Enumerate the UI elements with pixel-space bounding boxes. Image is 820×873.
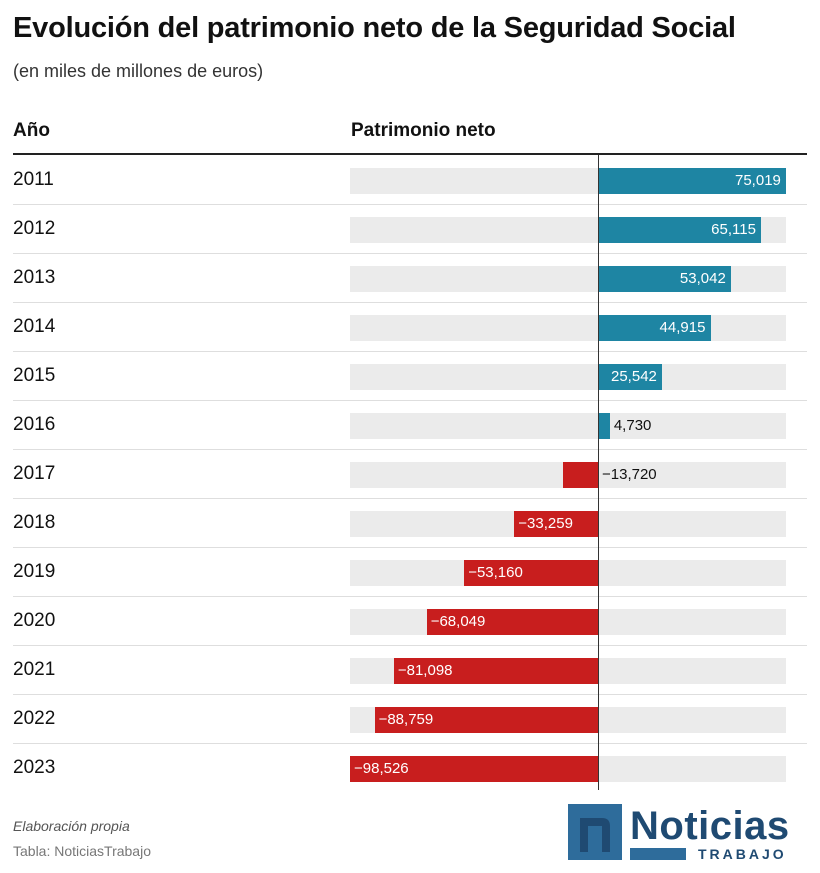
chart-row: 2015 25,542: [0, 352, 820, 401]
chart-row: 2016 4,730: [0, 401, 820, 450]
bar-track: [350, 315, 786, 341]
header-divider: [13, 153, 807, 155]
column-header-year: Año: [13, 120, 50, 141]
bar: [598, 413, 610, 439]
logo-stripe: [630, 848, 686, 860]
year-label: 2019: [13, 561, 56, 582]
table-credit: Tabla: NoticiasTrabajo: [13, 843, 151, 859]
logo-n-icon: [568, 804, 622, 860]
value-label: 25,542: [611, 368, 657, 385]
bar: [514, 511, 598, 537]
row-divider: [13, 449, 807, 450]
chart-row: 2014 44,915: [0, 303, 820, 352]
year-label: 2015: [13, 365, 56, 386]
value-label: 75,019: [735, 172, 781, 189]
year-label: 2012: [13, 218, 56, 239]
chart-row: 2017 −13,720: [0, 450, 820, 499]
row-divider: [13, 694, 807, 695]
chart-row: 2011 75,019: [0, 156, 820, 205]
bar: [464, 560, 598, 586]
logo-wordmark: Noticias: [630, 804, 790, 848]
row-divider: [13, 253, 807, 254]
chart-row: 2018 −33,259: [0, 499, 820, 548]
value-label: −81,098: [397, 662, 453, 679]
bar: [598, 315, 711, 341]
bar: [598, 217, 762, 243]
chart-subtitle: (en miles de millones de euros): [13, 61, 264, 81]
value-label: 44,915: [659, 319, 706, 336]
bar: [598, 364, 662, 390]
value-label: 65,115: [711, 221, 756, 238]
row-divider: [13, 302, 807, 303]
source-note: Elaboración propia: [13, 818, 130, 834]
year-label: 2023: [13, 757, 56, 778]
value-label: −98,526: [354, 760, 409, 777]
value-label: 4,730: [613, 417, 652, 434]
row-divider: [13, 351, 807, 352]
bar: [393, 658, 598, 684]
chart-title: Evolución del patrimonio neto de la Segu…: [13, 12, 736, 44]
year-label: 2022: [13, 708, 56, 729]
year-label: 2018: [13, 512, 56, 533]
row-divider: [13, 547, 807, 548]
year-label: 2013: [13, 267, 56, 288]
row-divider: [13, 596, 807, 597]
chart-row: 2022 −88,759: [0, 695, 820, 744]
bar: [426, 609, 598, 635]
year-label: 2011: [13, 169, 54, 190]
value-label: −53,160: [468, 564, 523, 581]
bar-track: [350, 364, 786, 390]
chart-row: 2023 −98,526: [0, 744, 820, 793]
year-label: 2016: [13, 414, 56, 435]
year-label: 2020: [13, 610, 56, 631]
row-divider: [13, 400, 807, 401]
chart-row: 2012 65,115: [0, 205, 820, 254]
chart-row: 2020 −68,049: [0, 597, 820, 646]
value-label: −13,720: [602, 466, 657, 483]
value-label: −33,259: [518, 515, 573, 532]
bar: [350, 756, 598, 782]
bar: [598, 266, 731, 292]
bar: [374, 707, 598, 733]
logo-subtitle: TRABAJO: [698, 846, 787, 862]
year-label: 2021: [13, 659, 56, 680]
bar: [563, 462, 598, 488]
row-divider: [13, 645, 807, 646]
chart-row: 2019 −53,160: [0, 548, 820, 597]
column-header-value: Patrimonio neto: [351, 120, 496, 141]
value-label: −68,049: [430, 613, 486, 630]
bar-track: [350, 413, 786, 439]
row-divider: [13, 204, 807, 205]
value-label: −88,759: [378, 711, 434, 728]
row-divider: [13, 498, 807, 499]
noticias-trabajo-logo: Noticias TRABAJO: [568, 804, 790, 862]
year-label: 2014: [13, 316, 56, 337]
row-divider: [13, 743, 807, 744]
chart-row: 2021 −81,098: [0, 646, 820, 695]
year-label: 2017: [13, 463, 56, 484]
zero-axis-line: [598, 155, 599, 790]
bar: [598, 168, 786, 194]
value-label: 53,042: [679, 270, 726, 287]
chart-row: 2013 53,042: [0, 254, 820, 303]
